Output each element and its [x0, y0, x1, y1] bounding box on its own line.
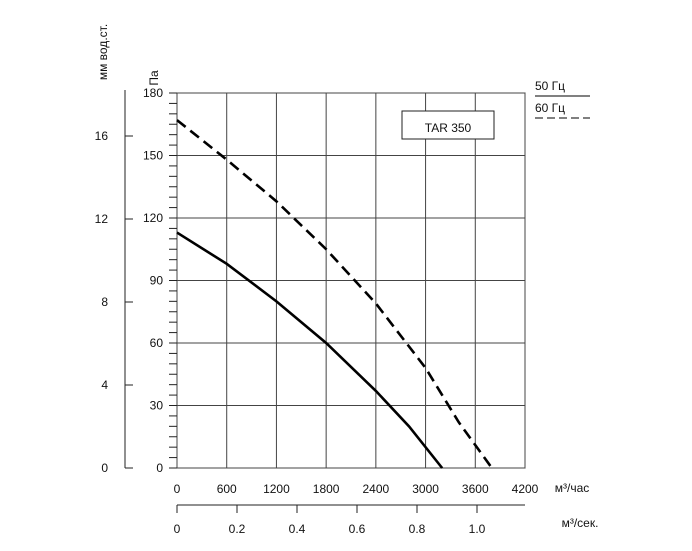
x2-tick-label: 1.0 [469, 522, 486, 536]
y-tick-label: 150 [143, 149, 163, 163]
x-tick-label: 0 [174, 482, 181, 496]
y-axis-label: Па [147, 70, 161, 86]
legend-label: 50 Гц [535, 79, 565, 93]
x-tick-label: 3000 [412, 482, 439, 496]
y-tick-label: 30 [150, 399, 164, 413]
chart-title: TAR 350 [425, 121, 472, 135]
x-tick-label: 3600 [462, 482, 489, 496]
y2-axis-label: мм вод.ст. [96, 24, 110, 80]
x-tick-label: 600 [217, 482, 237, 496]
x-tick-label: 4200 [512, 482, 539, 496]
y-tick-label: 0 [156, 461, 163, 475]
legend-label: 60 Гц [535, 101, 565, 115]
x2-tick-label: 0.6 [349, 522, 366, 536]
y2-tick-label: 4 [101, 378, 108, 392]
y2-tick-label: 16 [95, 129, 109, 143]
y2-tick-label: 0 [101, 461, 108, 475]
x-tick-label: 1200 [263, 482, 290, 496]
y-tick-label: 60 [150, 336, 164, 350]
x-tick-label: 2400 [363, 482, 390, 496]
y-tick-label: 120 [143, 211, 163, 225]
y-tick-label: 180 [143, 86, 163, 100]
x2-tick-label: 0.8 [409, 522, 426, 536]
series-line [176, 119, 493, 469]
x2-tick-label: 0.4 [289, 522, 306, 536]
x-tick-label: 1800 [313, 482, 340, 496]
y2-tick-label: 8 [101, 295, 108, 309]
x2-tick-label: 0.2 [229, 522, 246, 536]
y-tick-label: 90 [150, 274, 164, 288]
y2-tick-label: 12 [95, 212, 109, 226]
x-axis-label: м³/час [555, 481, 590, 495]
series-line [176, 231, 444, 469]
title-box [401, 110, 495, 140]
x2-axis-label: м³/сек. [562, 516, 599, 530]
x2-tick-label: 0 [174, 522, 181, 536]
